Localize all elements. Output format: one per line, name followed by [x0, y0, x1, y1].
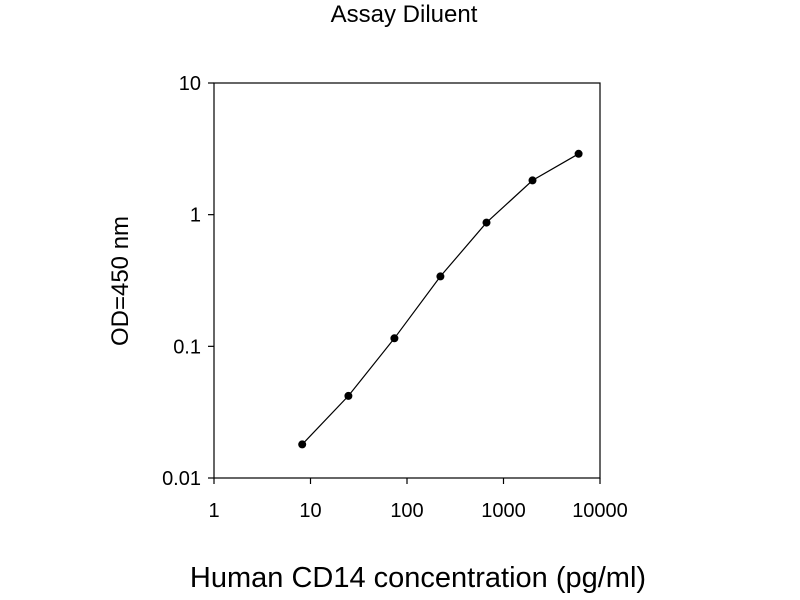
x-axis-label: Human CD14 concentration (pg/ml) [190, 562, 646, 594]
x-tick-label: 10 [299, 500, 321, 522]
x-tick-label: 1 [208, 500, 219, 522]
x-tick-label: 100 [390, 500, 423, 522]
series-line [301, 153, 579, 445]
data-point [344, 391, 353, 400]
x-tick-label: 10000 [572, 500, 628, 522]
data-point [574, 149, 583, 158]
data-point [436, 272, 445, 281]
data-point [298, 440, 307, 449]
y-tick-label: 0.01 [162, 468, 201, 490]
chart-title: Assay Diluent [331, 1, 478, 28]
y-axis-label: OD=450 nm [107, 216, 134, 346]
y-tick-label: 10 [179, 73, 201, 95]
x-tick-label: 1000 [481, 500, 526, 522]
data-point [482, 218, 491, 227]
y-tick-label: 0.1 [173, 336, 201, 358]
data-point [528, 176, 537, 185]
x-axis-ticks: 1 10 100 1000 10000 [208, 478, 628, 522]
data-point [390, 334, 399, 343]
y-tick-label: 1 [190, 205, 201, 227]
series-markers [298, 149, 583, 449]
y-axis-ticks: 0.01 0.1 1 10 [162, 73, 214, 490]
plot-frame [213, 82, 601, 479]
